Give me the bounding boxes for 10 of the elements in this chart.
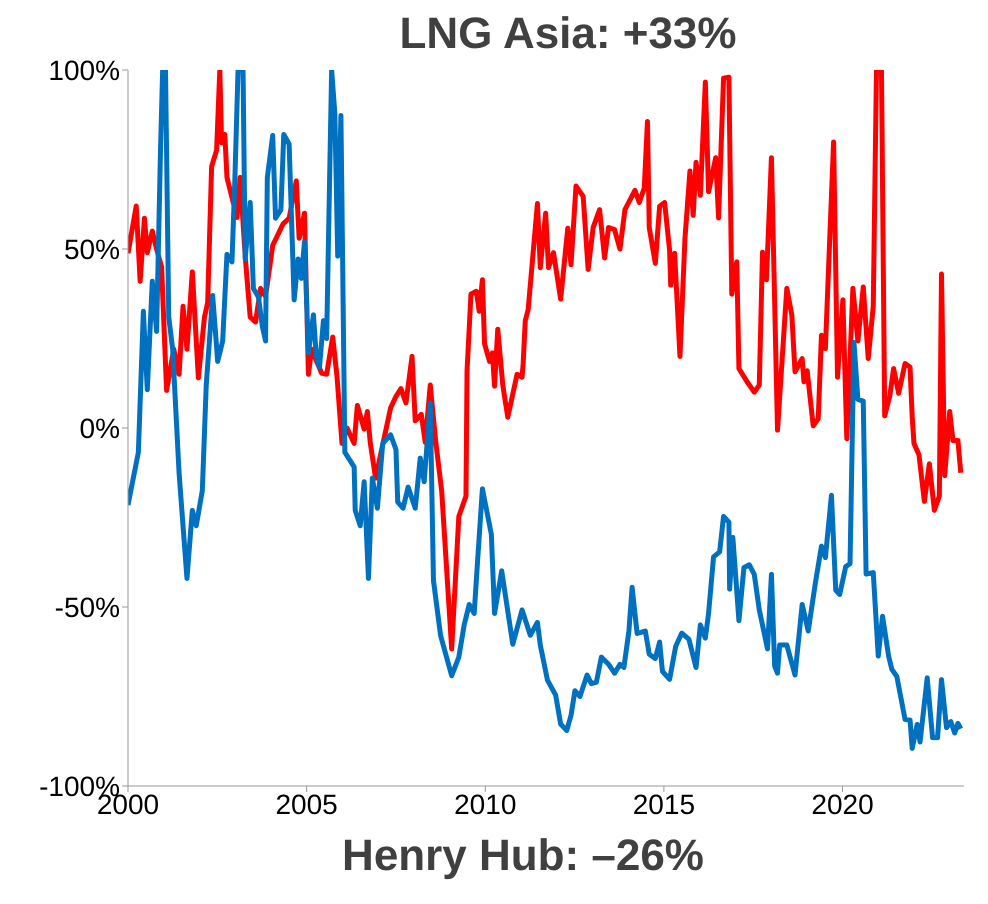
x-tick-label: 2020 — [811, 788, 874, 820]
x-tick-label: 2005 — [275, 788, 338, 820]
text: LNG Asia: +33% — [399, 9, 737, 58]
x-tick-label: 2010 — [454, 788, 516, 820]
y-tick-label: -50% — [54, 592, 120, 623]
y-tick-label: 50% — [64, 234, 120, 265]
y-tick-label: 100% — [48, 54, 120, 86]
x-tick-label: 2015 — [632, 788, 696, 820]
text: Henry Hub: –26% — [341, 830, 705, 882]
y-tick-label: 0% — [80, 412, 120, 444]
